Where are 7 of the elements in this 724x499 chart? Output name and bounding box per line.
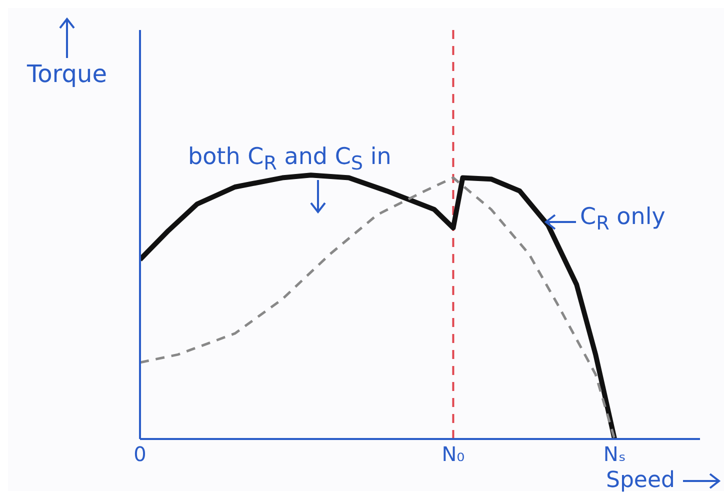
annotation: C$_{R}$ only [580, 204, 666, 235]
x-tick-label: 0 [134, 442, 146, 466]
x-tick-label: Nₛ [603, 442, 626, 466]
text: both C$_{R}$ and C$_{S}$ in [188, 144, 392, 175]
x-axis-title: Speed [606, 468, 675, 493]
x-tick-label: N₀ [442, 442, 465, 466]
y-axis-title: Torque [26, 60, 108, 88]
